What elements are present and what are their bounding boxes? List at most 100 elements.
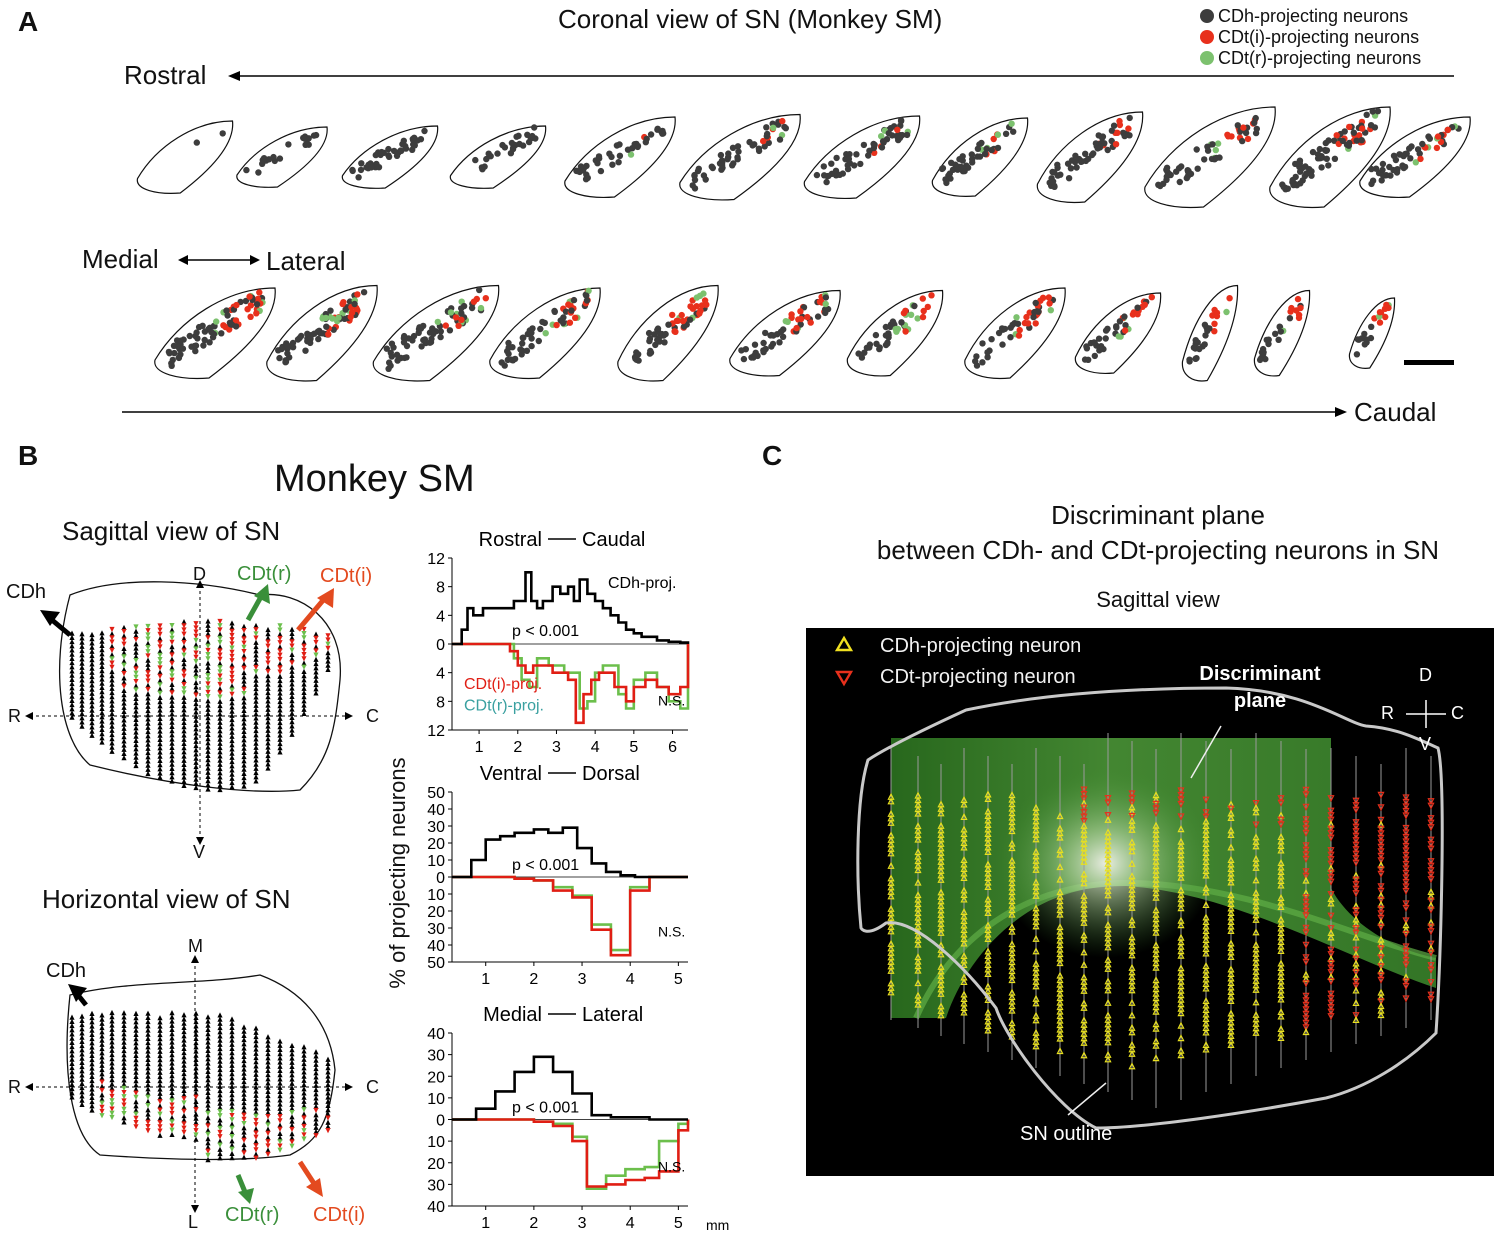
neuron-marker [193,1048,199,1054]
neuron-dot [572,314,579,321]
neuron-marker [325,1107,331,1113]
neuron-marker [289,731,295,737]
neuron-dot [1343,141,1351,148]
neuron-marker [313,1057,319,1063]
neuron-marker [79,1026,85,1032]
neuron-marker [205,1110,211,1116]
neuron-dot [310,132,318,139]
neuron-dot [1294,295,1302,303]
neuron-marker [89,1077,95,1084]
neuron-dot [700,290,707,297]
cdt-marker [1402,851,1410,859]
neuron-marker [193,1018,199,1025]
neuron-marker [217,786,223,793]
neuron-marker [121,755,127,761]
neuron-marker [169,1018,175,1024]
neuron-dot [884,340,891,347]
neuron-marker [241,749,247,755]
neuron-dot [1358,137,1365,144]
neuron-dot [995,329,1003,337]
cdt-marker [1402,874,1410,882]
neuron-marker [205,1022,211,1028]
neuron-marker [277,669,283,675]
cdh-marker [1177,1009,1185,1017]
neuron-marker [253,664,259,671]
neuron-marker [121,696,127,702]
neuron-marker [133,720,139,727]
cdt-marker [1402,807,1410,815]
cdt-marker [1352,797,1360,805]
neuron-marker [205,1106,211,1112]
neuron-marker [99,718,105,724]
neuron-marker [241,686,247,692]
neuron-marker [109,1039,115,1045]
neuron-marker [99,1100,105,1106]
neuron-marker [89,673,95,680]
cdt-marker [1302,868,1310,876]
neuron-marker [217,702,223,709]
neuron-marker [205,622,211,628]
neuron-dot [247,313,254,320]
neuron-marker [217,1024,223,1031]
neuron-dot [388,353,395,360]
label-cdti-proj: CDt(i)-proj. [464,676,542,693]
neuron-dot [633,356,640,363]
neuron-marker [277,1076,283,1082]
neuron-dot [760,347,767,354]
neuron-dot [749,142,756,149]
cdh-marker [1128,1062,1136,1070]
chart-title-right: Lateral [582,1004,643,1026]
neuron-marker [253,1080,259,1086]
neuron-marker [205,757,211,763]
y-tick-label: 8 [436,580,445,597]
neuron-marker [133,1061,139,1067]
neuron-marker [121,650,127,656]
neuron-marker [193,1094,199,1100]
neuron-dot [751,341,759,348]
cdt-marker [1352,846,1360,854]
panel-a-legend: CDh-projecting neurons CDt(i)-projecting… [1200,6,1421,69]
cdh-marker [1056,875,1064,883]
neuron-marker [79,1051,85,1057]
series-cdhproj [452,1055,688,1121]
neuron-dot [769,340,777,348]
neuron-marker [301,1123,307,1130]
neuron-marker [169,665,175,671]
neuron-dot [729,162,736,169]
neuron-marker [121,721,127,727]
cdh-marker [1032,1016,1040,1024]
neuron-marker [265,639,271,645]
cdt-marker [1402,812,1410,820]
neuron-marker [277,686,283,692]
neuron-marker [265,761,271,767]
neuron-dot [1092,140,1100,147]
neuron-marker [253,1117,259,1124]
cdt-marker [1327,925,1335,933]
neuron-marker [265,1080,271,1086]
section-outline [1253,289,1311,377]
neuron-marker [217,673,223,679]
cdh-marker [1104,964,1112,972]
cdt-marker [1377,852,1385,860]
neuron-marker [133,1014,139,1021]
cdh-marker [1277,811,1285,819]
neuron-dot [919,295,926,302]
neuron-marker [121,654,127,660]
sagittal-cdh-arrow [50,618,72,637]
cdt-marker [1402,961,1410,969]
neuron-dot [1325,162,1332,169]
cdt-marker [1352,911,1360,919]
cdt-marker [1402,917,1410,925]
neuron-marker [169,1131,175,1138]
neuron-marker [301,656,307,662]
neuron-dot [968,151,975,158]
neuron-marker [253,1088,259,1094]
x-tick-label: 1 [475,739,484,756]
neuron-marker [121,683,127,689]
cdh-marker [887,988,895,996]
neuron-marker [79,1072,85,1078]
neuron-marker [241,1146,247,1152]
neuron-marker [121,629,127,635]
neuron-marker [99,726,105,733]
cdh-marker [1277,1033,1285,1042]
